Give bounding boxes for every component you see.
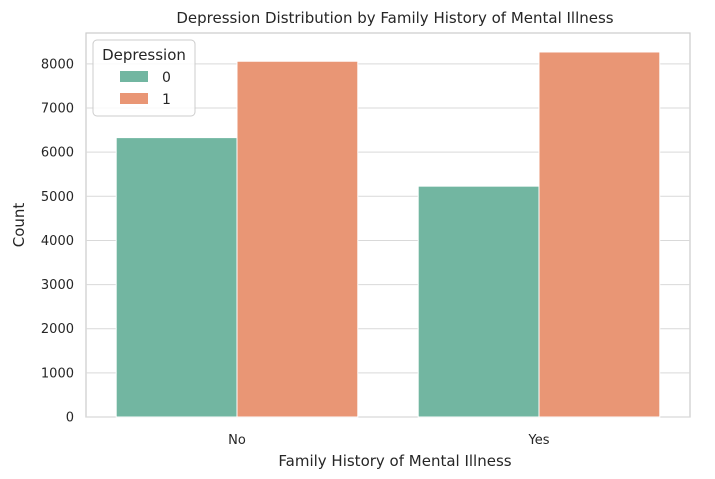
legend-swatch — [120, 93, 148, 104]
bar-no-depression-0 — [115, 137, 238, 418]
y-tick-label: 2000 — [41, 322, 74, 337]
y-tick-label: 3000 — [41, 278, 74, 293]
legend-label: 0 — [162, 70, 171, 86]
bars — [115, 51, 661, 418]
chart-title: Depression Distribution by Family Histor… — [176, 9, 613, 27]
y-tick-label: 6000 — [41, 146, 74, 161]
y-tick-label: 7000 — [41, 102, 74, 117]
x-axis-label: Family History of Mental Illness — [278, 452, 511, 470]
y-axis-ticks: 0 1000 2000 3000 4000 5000 6000 7000 8000 — [41, 57, 74, 425]
legend: Depression 01 — [92, 39, 196, 117]
y-tick-label: 4000 — [41, 234, 74, 249]
bar-yes-depression-1 — [538, 51, 661, 418]
legend-items: 01 — [120, 70, 171, 108]
y-tick-label: 1000 — [41, 366, 74, 381]
x-tick-label: Yes — [528, 433, 550, 448]
legend-title: Depression — [102, 46, 186, 64]
y-axis-label: Count — [10, 203, 28, 248]
y-tick-label: 5000 — [41, 190, 74, 205]
y-tick-label: 0 — [66, 411, 74, 426]
bar-no-depression-1 — [236, 60, 359, 418]
legend-swatch — [120, 71, 148, 82]
legend-label: 1 — [162, 92, 171, 108]
x-tick-label: No — [228, 433, 246, 448]
x-axis-ticks: No Yes — [228, 433, 550, 448]
y-tick-label: 8000 — [41, 57, 74, 72]
bar-yes-depression-0 — [417, 185, 540, 418]
